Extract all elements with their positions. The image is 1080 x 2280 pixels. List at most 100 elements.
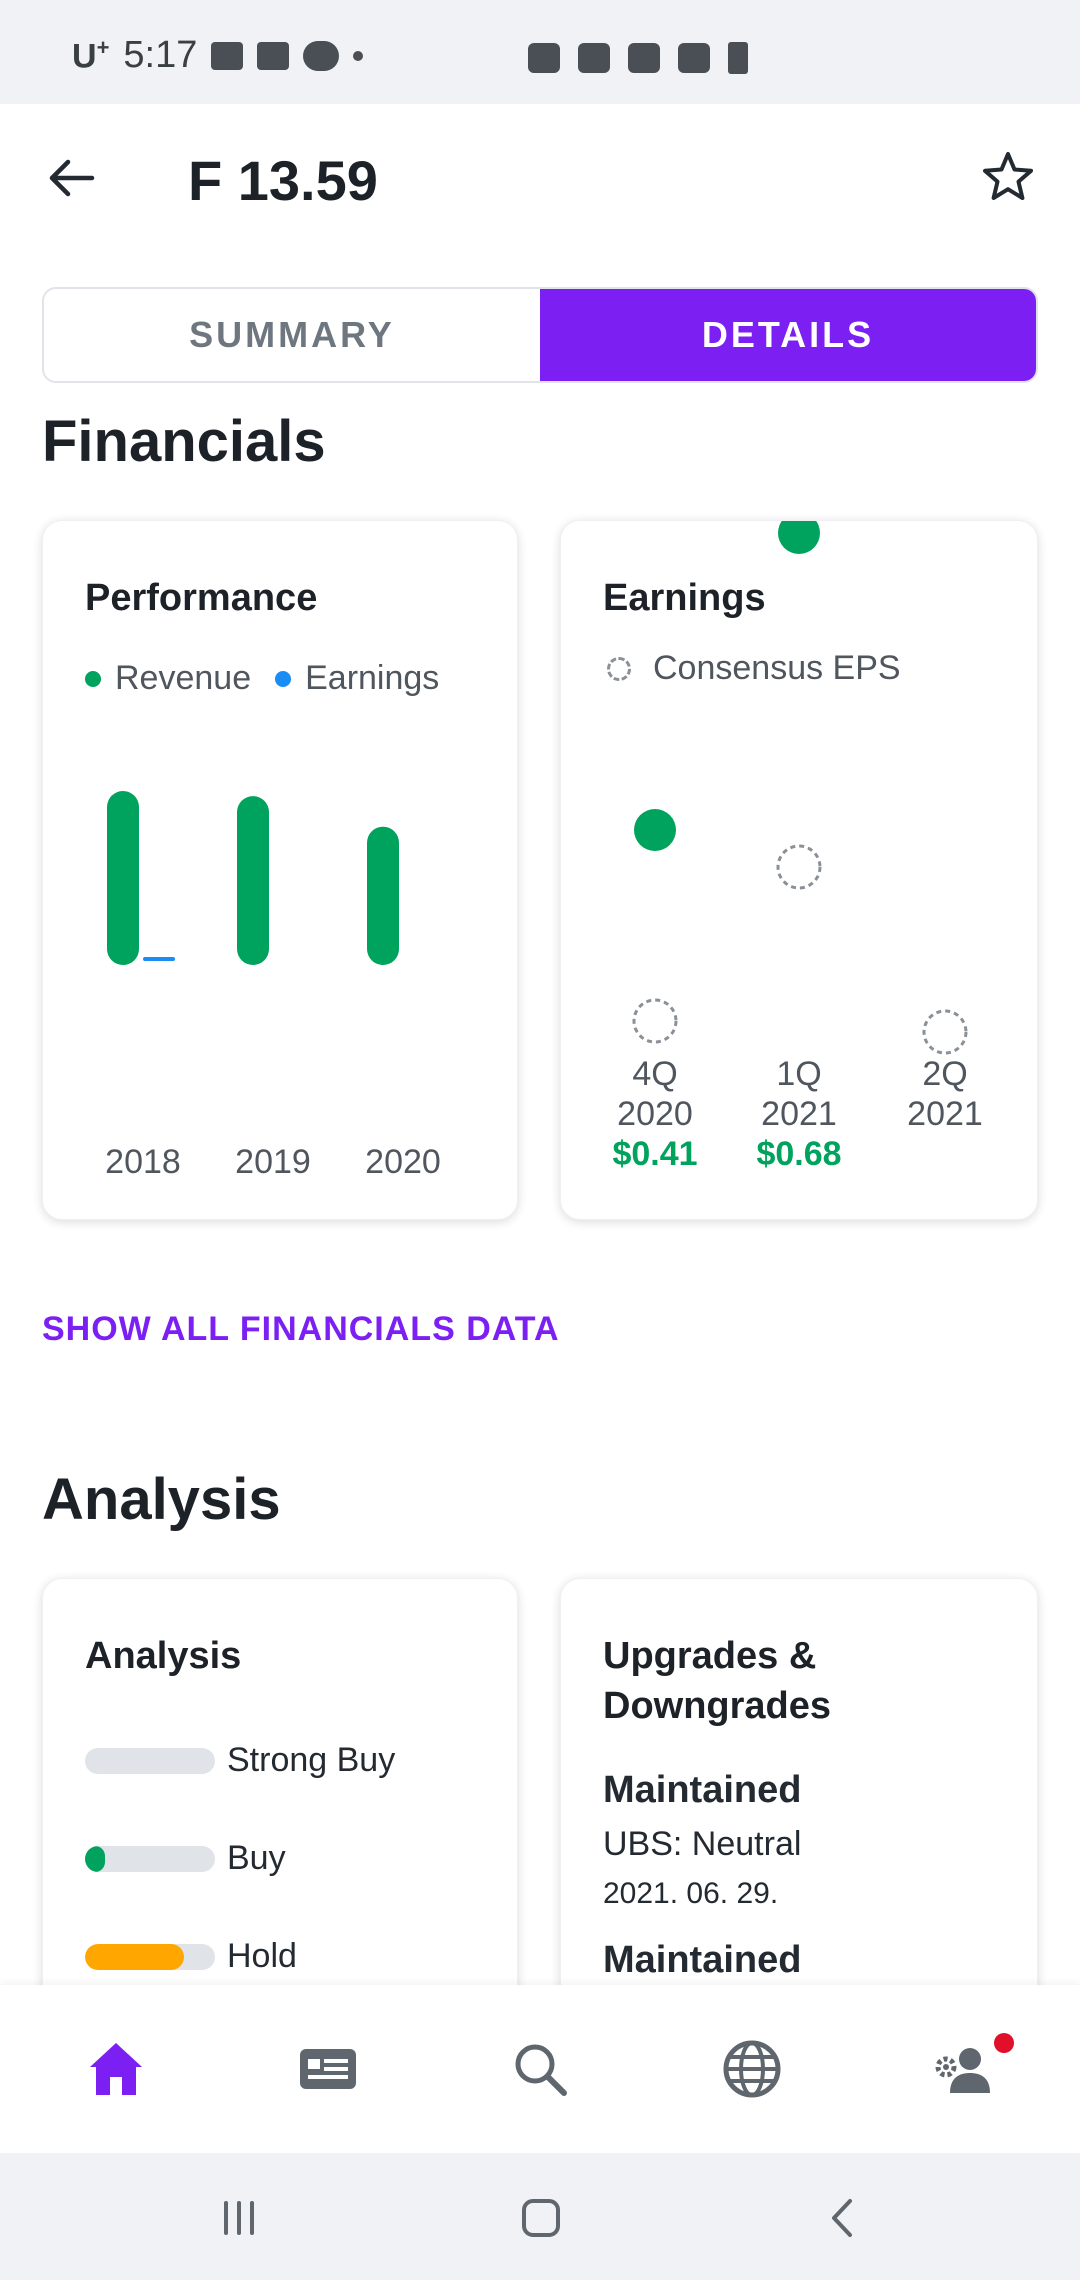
home-system-button[interactable] — [506, 2183, 576, 2253]
upgrades-title: Upgrades & Downgrades — [603, 1631, 831, 1731]
performance-chart: 2018 2019 2020 — [105, 791, 441, 1181]
upgrade-action: Maintained — [603, 1939, 802, 1981]
analysis-card-title: Analysis — [85, 1635, 242, 1677]
bottom-nav — [0, 1985, 1080, 2153]
quote-header: F 13.59 — [0, 104, 1080, 264]
rating-bar — [85, 1943, 215, 1970]
eps-legend: Consensus EPS — [607, 649, 901, 688]
watchlist-button[interactable] — [976, 146, 1040, 210]
actual-eps-label: $0.68 — [756, 1135, 841, 1173]
legend-earnings: Earnings — [275, 659, 439, 698]
home-square-icon — [522, 2199, 560, 2237]
upgrades-title-line1: Upgrades & — [603, 1635, 817, 1677]
actual-eps-point — [634, 809, 676, 851]
gallery-icon — [211, 41, 244, 70]
legend-revenue: Revenue — [85, 659, 251, 698]
quarter-year-label: 2020 — [617, 1095, 693, 1133]
quarter-label: 4Q — [632, 1055, 677, 1093]
revenue-bar — [107, 791, 139, 965]
rating-bar — [85, 1747, 215, 1774]
nav-markets[interactable] — [712, 2029, 792, 2109]
system-nav-bar — [0, 2153, 1080, 2280]
more-notifications-icon — [353, 50, 364, 61]
system-back-button[interactable] — [808, 2183, 878, 2253]
ticker-price: F 13.59 — [188, 149, 378, 212]
actual-eps-point — [778, 521, 820, 554]
financials-title: Financials — [42, 409, 326, 474]
performance-title: Performance — [85, 577, 318, 619]
legend-earnings-label: Earnings — [305, 659, 440, 697]
rating-label: Hold — [227, 1937, 297, 1975]
consensus-eps-icon — [607, 656, 631, 681]
revenue-dot-icon — [85, 670, 101, 687]
nav-news[interactable] — [288, 2029, 368, 2109]
revenue-bar — [367, 826, 399, 965]
rating-label: Strong Buy — [227, 1741, 396, 1779]
tab-summary[interactable]: SUMMARY — [44, 289, 540, 381]
legend-revenue-label: Revenue — [115, 659, 252, 697]
upgrades-title-line2: Downgrades — [603, 1685, 832, 1727]
rating-label: Buy — [227, 1839, 286, 1877]
globe-icon — [723, 2040, 781, 2098]
earnings-title: Earnings — [603, 577, 766, 619]
rating-row-strong-buy: Strong Buy — [85, 1741, 395, 1780]
performance-card[interactable]: Performance Revenue Earnings 2018 2019 202… — [42, 520, 518, 1220]
recent-apps-icon — [224, 2201, 254, 2235]
rating-fill — [85, 1845, 105, 1872]
upgrade-action: Maintained — [603, 1769, 802, 1811]
eps-legend-label: Consensus EPS — [653, 649, 901, 687]
mute-icon — [578, 43, 610, 73]
system-back-icon — [832, 2199, 852, 2237]
back-button[interactable] — [40, 146, 104, 210]
talk-icon — [303, 40, 340, 71]
year-tick-label: 2019 — [235, 1143, 311, 1181]
star-icon — [983, 152, 1033, 200]
revenue-bar — [237, 796, 269, 965]
upgrade-detail: UBS: Neutral — [603, 1825, 802, 1863]
status-bar: U+ 5:17 — [0, 0, 1080, 104]
quarter-year-label: 2021 — [907, 1095, 983, 1133]
earnings-card[interactable]: Earnings Consensus EPS 4Q 2020 $0.41 1Q 2021… — [560, 520, 1038, 1220]
search-icon — [515, 2044, 567, 2096]
message-icon — [257, 41, 290, 70]
nav-search[interactable] — [500, 2029, 580, 2109]
quarter-label: 1Q — [776, 1055, 821, 1093]
battery-icon — [728, 42, 748, 74]
status-right — [528, 42, 748, 74]
notification-badge — [994, 2033, 1014, 2053]
wifi-icon — [628, 43, 660, 73]
rating-row-buy: Buy — [85, 1839, 286, 1878]
signal-icon — [678, 43, 710, 73]
performance-legend: Revenue Earnings — [85, 659, 463, 698]
upgrade-date: 2021. 06. 29. — [603, 1877, 779, 1910]
quarter-label: 2Q — [922, 1055, 967, 1093]
rating-row-hold: Hold — [85, 1937, 297, 1976]
rating-fill — [85, 1943, 184, 1970]
actual-eps-label: $0.41 — [612, 1135, 697, 1173]
quarter-year-label: 2021 — [761, 1095, 837, 1133]
back-arrow-icon — [49, 159, 95, 197]
nav-profile[interactable] — [924, 2029, 1014, 2109]
recent-apps-button[interactable] — [204, 2183, 274, 2253]
profile-settings-icon — [935, 2048, 990, 2093]
year-tick-label: 2018 — [105, 1143, 181, 1181]
home-icon — [90, 2043, 142, 2095]
alarm-icon — [528, 43, 560, 73]
status-left: U+ 5:17 — [72, 34, 364, 77]
tab-details[interactable]: DETAILS — [540, 289, 1036, 381]
rating-bar — [85, 1845, 215, 1872]
consensus-eps-point — [632, 998, 678, 1044]
consensus-eps-point — [776, 844, 822, 890]
earnings-dot-icon — [275, 670, 292, 687]
detail-tabs: SUMMARY DETAILS — [42, 287, 1038, 383]
earnings-bar — [143, 957, 175, 961]
analysis-title: Analysis — [42, 1467, 281, 1532]
show-all-financials-link[interactable]: SHOW ALL FINANCIALS DATA — [42, 1310, 560, 1348]
status-time: 5:17 — [123, 34, 198, 76]
nav-home[interactable] — [76, 2029, 156, 2109]
carrier-label: U+ — [72, 34, 110, 76]
news-icon — [300, 2049, 356, 2089]
consensus-eps-point — [922, 1009, 968, 1055]
